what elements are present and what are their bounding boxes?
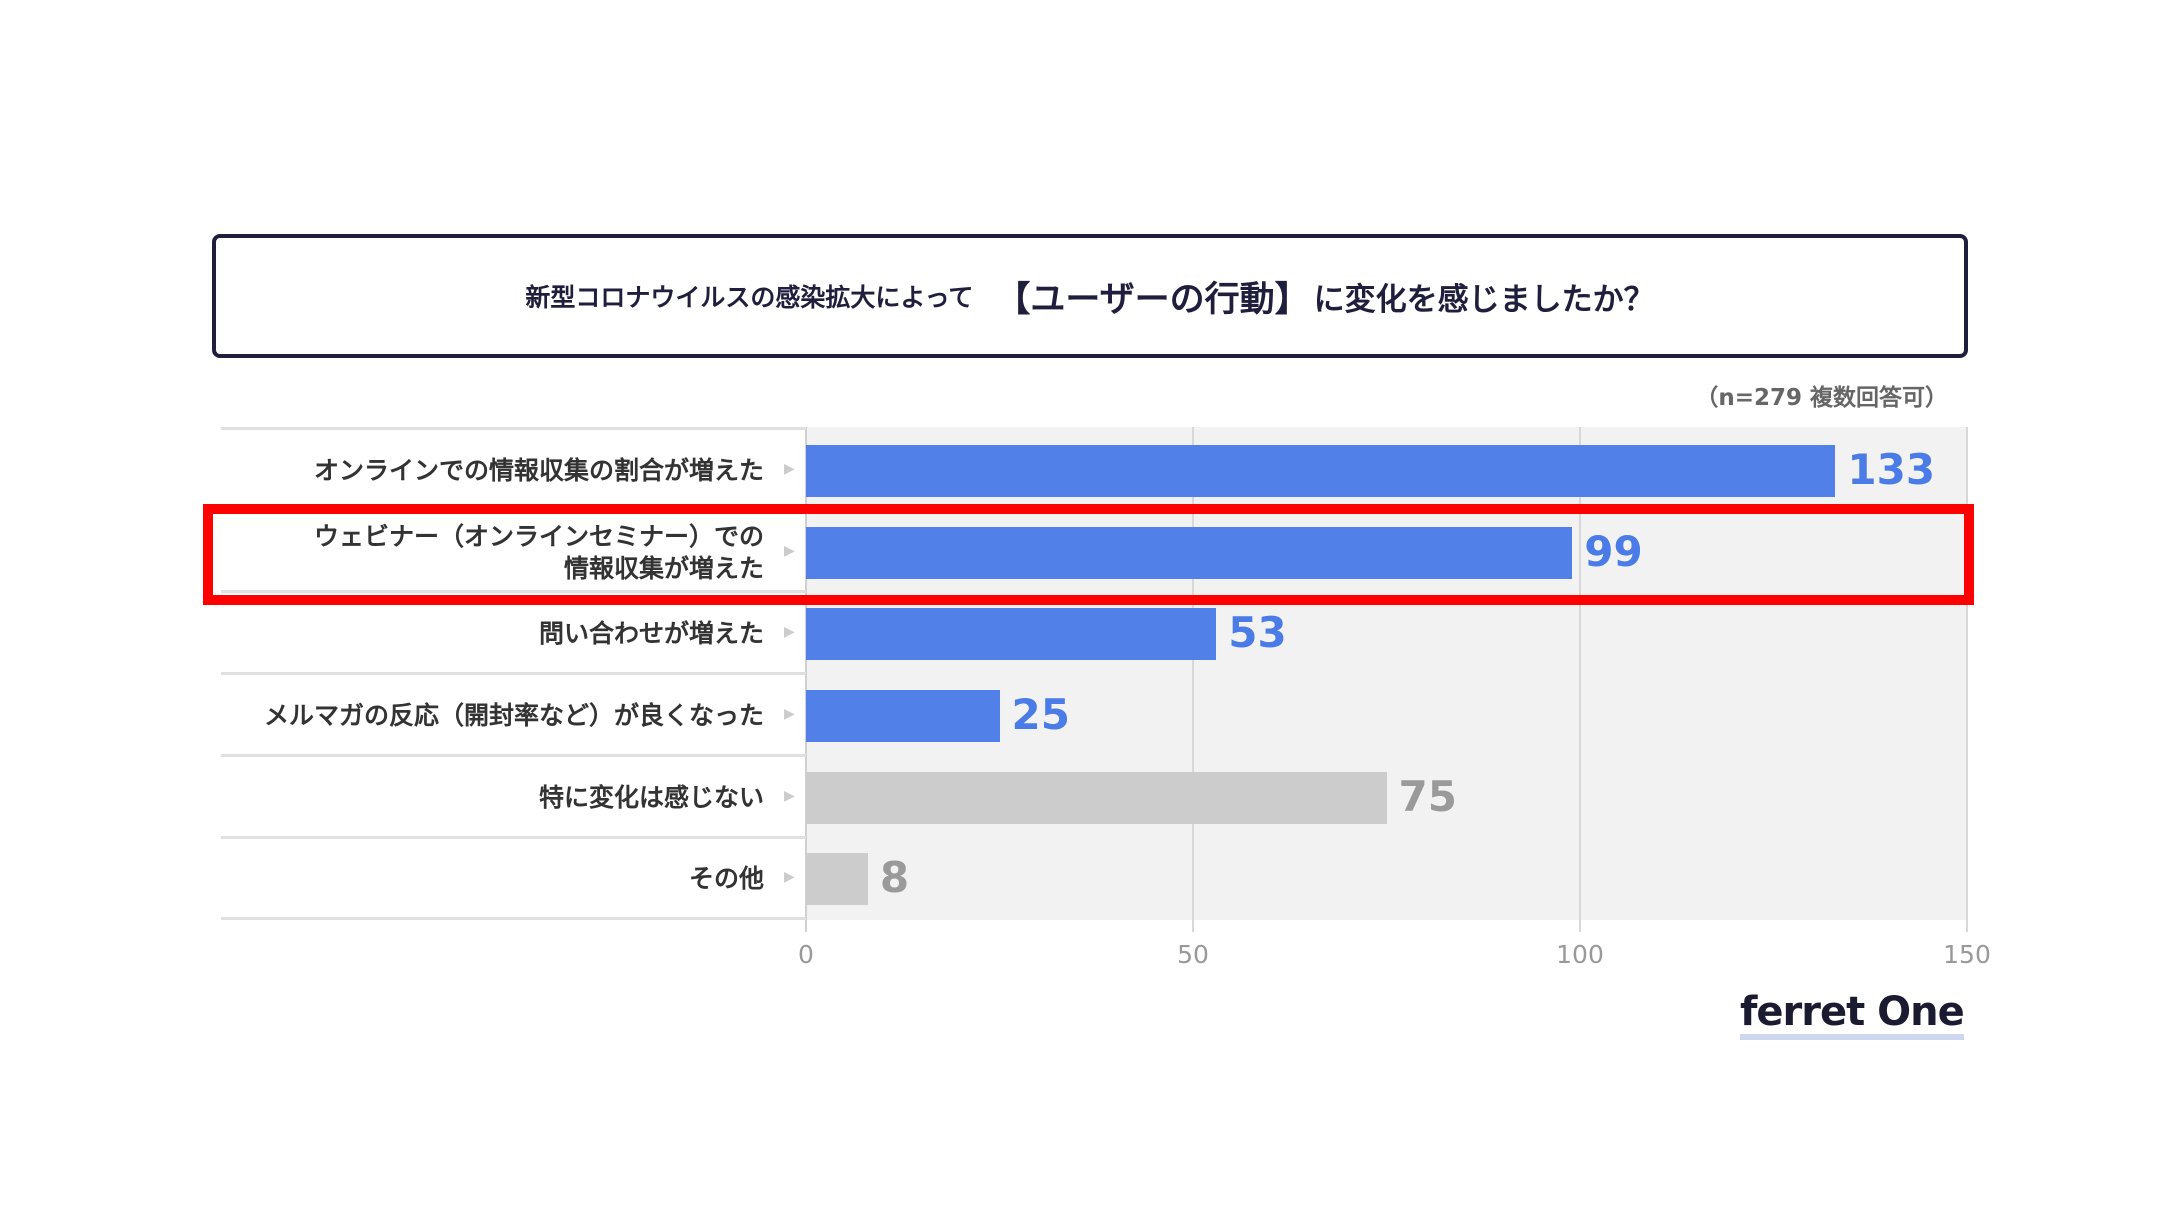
plot-area: [806, 427, 1967, 920]
data-label: 25: [1011, 689, 1070, 739]
highlight-annotation-box: [203, 504, 1974, 605]
bar: [806, 771, 1387, 824]
category-label-line: 問い合わせが増えた: [538, 619, 764, 649]
category-label-line: 情報収集が増えた: [563, 553, 764, 583]
data-label: 8: [879, 853, 910, 903]
row-separator: [221, 590, 806, 594]
title-suffix: に変化を感じましたか？: [1313, 281, 1655, 318]
x-tick-label: 100: [1556, 940, 1604, 969]
category-label: その他: [204, 863, 764, 895]
title-prefix: 新型コロナウイルスの感染拡大によって: [525, 283, 974, 312]
row-arrow-icon: ▶: [784, 787, 795, 804]
row-separator: [221, 427, 806, 430]
gridline: [1579, 427, 1581, 932]
title-emphasis: 【ユーザーの行動】: [995, 279, 1310, 320]
category-label-line: オンラインでの情報収集の割合が増えた: [313, 455, 764, 485]
bar: [806, 444, 1836, 497]
x-tick-label: 0: [798, 940, 814, 969]
x-tick-label: 50: [1177, 940, 1209, 969]
row-arrow-icon: ▶: [784, 460, 795, 477]
bar: [806, 608, 1217, 661]
chart-title: 新型コロナウイルスの感染拡大によって 【ユーザーの行動】 に変化を感じましたか？: [212, 234, 1968, 358]
category-label: 問い合わせが増えた: [204, 618, 764, 650]
category-label: ウェビナー（オンラインセミナー）での 情報収集が増えた: [204, 521, 764, 585]
data-label: 75: [1398, 771, 1457, 821]
category-label: オンラインでの情報収集の割合が増えた: [204, 455, 764, 487]
row-arrow-icon: ▶: [784, 624, 795, 641]
row-separator: [221, 672, 806, 676]
category-label-line: ウェビナー（オンラインセミナー）での: [313, 521, 764, 551]
bar: [806, 853, 868, 906]
category-label-line: 特に変化は感じない: [538, 782, 764, 812]
y-axis-line: [805, 427, 807, 932]
sample-note: （n=279 複数回答可）: [1695, 385, 1948, 411]
row-separator: [221, 753, 806, 757]
row-separator: [221, 917, 806, 921]
bar: [806, 526, 1573, 579]
gridline: [1966, 427, 1968, 932]
row-separator: [221, 835, 806, 839]
category-label: メルマガの反応（開封率など）が良くなった: [204, 700, 764, 732]
row-arrow-icon: ▶: [784, 705, 795, 722]
category-label-line: メルマガの反応（開封率など）が良くなった: [263, 700, 764, 730]
data-label: 133: [1847, 444, 1936, 494]
data-label: 53: [1228, 608, 1287, 658]
gridline: [1192, 427, 1194, 932]
category-label-line: その他: [688, 864, 764, 894]
data-label: 99: [1584, 526, 1643, 576]
x-tick-label: 150: [1943, 940, 1991, 969]
bar: [806, 689, 1000, 742]
row-arrow-icon: ▶: [784, 869, 795, 886]
row-arrow-icon: ▶: [784, 542, 795, 559]
ferret-one-logo: ferret One: [1740, 990, 1965, 1040]
category-label: 特に変化は感じない: [204, 782, 764, 814]
